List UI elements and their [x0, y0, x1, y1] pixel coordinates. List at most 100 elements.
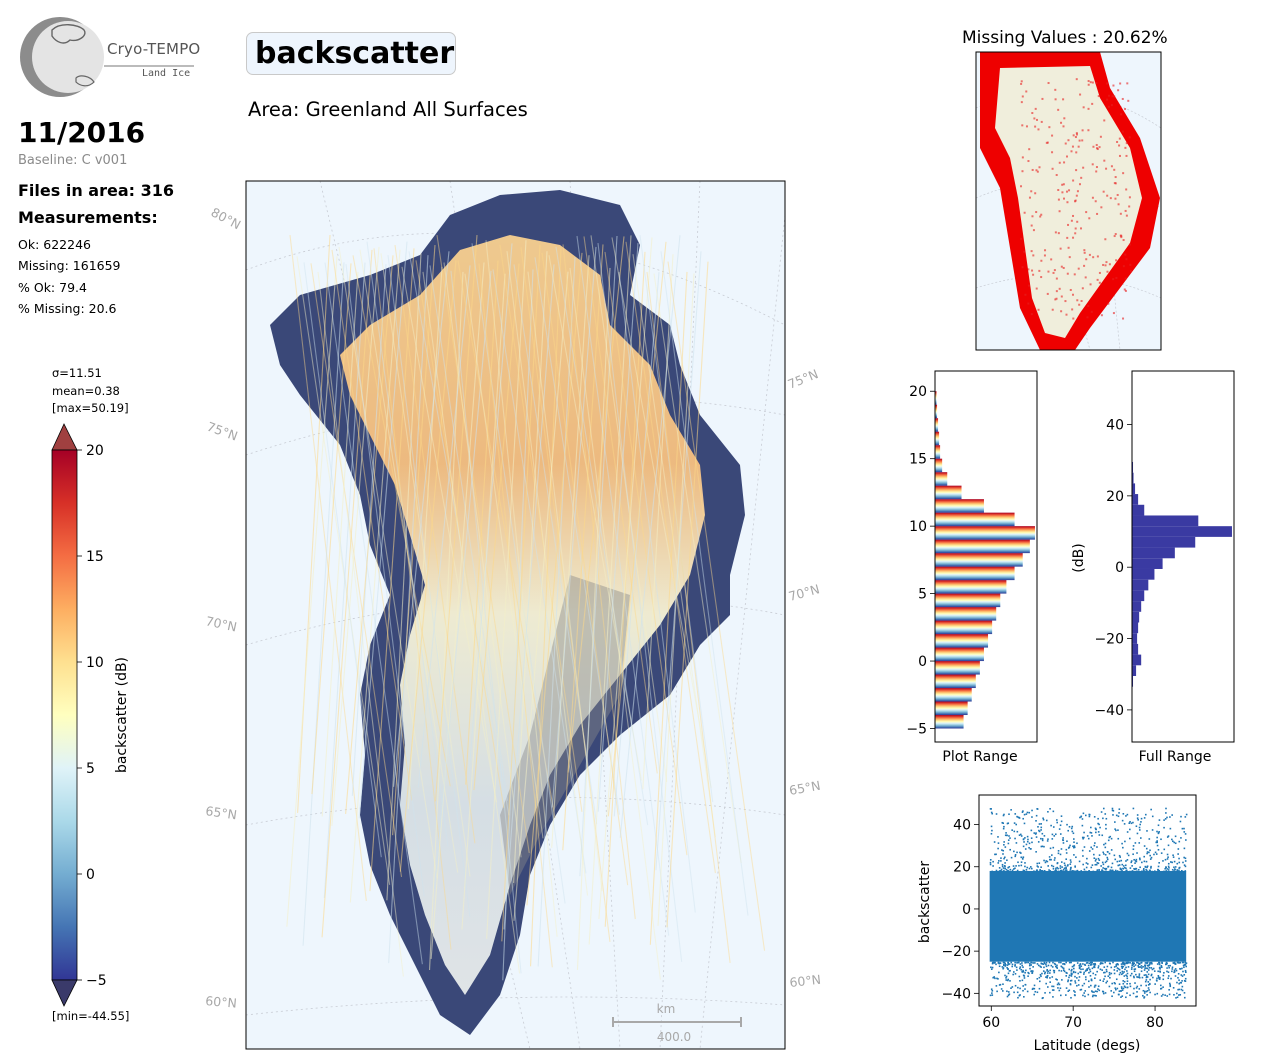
scatter-point [998, 860, 1000, 862]
scatter-point [1148, 963, 1151, 966]
scatter-point [1132, 848, 1135, 851]
scatter-point [1086, 961, 1089, 964]
scatter-point [1146, 851, 1149, 853]
scatter-point [1039, 980, 1041, 983]
scatter-point [1123, 985, 1126, 988]
missing-speckle [1038, 269, 1041, 272]
missing-speckle [1117, 89, 1120, 92]
missing-speckle [1020, 101, 1023, 104]
lat-label-75n-left: 75°N [205, 419, 240, 444]
scatter-point [1053, 962, 1056, 965]
scatter-point [1090, 832, 1093, 834]
scatter-point [1062, 963, 1064, 965]
scatter-point [1070, 975, 1073, 977]
scatter-point [1011, 963, 1014, 966]
scatter-point [996, 977, 998, 980]
scatter-point [1098, 823, 1100, 826]
missing-speckle [1112, 278, 1115, 281]
satellite-track [415, 260, 505, 808]
missing-speckle [1075, 151, 1078, 154]
missing-speckle [1023, 211, 1026, 214]
scatter-point [1098, 834, 1101, 836]
missing-speckle [1021, 124, 1024, 127]
scatter-point [1162, 974, 1165, 977]
scatter-point [1111, 809, 1114, 812]
missing-speckle [1055, 277, 1058, 280]
missing-speckle [1118, 137, 1121, 140]
scatter-point [1143, 969, 1146, 971]
missing-speckle [1066, 236, 1069, 239]
missing-speckle [1062, 98, 1065, 101]
full-range-xlabel: Full Range [1139, 749, 1212, 765]
scatter-point [1020, 852, 1022, 854]
scatter-point [1088, 815, 1091, 818]
scatter-point [1004, 867, 1007, 870]
satellite-track [303, 262, 382, 858]
scatter-point [1040, 826, 1043, 829]
scatter-point [1181, 975, 1184, 977]
missing-speckle [1124, 146, 1127, 149]
missing-speckle [1076, 190, 1079, 193]
scatter-point [1051, 966, 1054, 968]
scatter-point [1172, 854, 1174, 857]
scatter-point [1129, 974, 1132, 977]
scatter-point [1058, 989, 1061, 992]
scatter-point [1132, 807, 1135, 810]
scatter-point [1038, 862, 1041, 864]
period-label: 11/2016 [18, 116, 146, 149]
missing-speckle [1087, 83, 1090, 86]
scatter-point [1003, 844, 1005, 846]
scatter-point [1141, 861, 1143, 864]
scatter-point [1156, 977, 1158, 980]
scatter-point [1055, 978, 1057, 981]
scatter-point [1180, 815, 1182, 818]
scatter-point [1074, 982, 1077, 984]
scatter-point [1014, 837, 1016, 840]
scatter-point [992, 865, 994, 867]
scatter-point [1044, 992, 1046, 994]
scatter-point [1144, 962, 1147, 964]
scatter-point [1157, 824, 1160, 827]
scatter-point [1084, 814, 1087, 817]
scatter-point [1167, 862, 1170, 865]
scatter-point [1079, 816, 1081, 819]
scatter-point [1094, 963, 1097, 966]
scatter-point [1080, 870, 1083, 872]
histogram-bar [935, 580, 1007, 594]
scatter-point [1010, 870, 1012, 873]
scatter-point [1081, 824, 1084, 827]
scatter-point [1066, 972, 1068, 974]
scatter-point [1024, 983, 1027, 986]
scatter-point [1153, 970, 1156, 972]
scatter-point [1098, 854, 1101, 856]
scatter-point [1123, 971, 1125, 973]
scatter-point [1019, 963, 1022, 965]
histogram-bar [935, 499, 984, 513]
scatter-point [1031, 816, 1033, 818]
scatter-point [1108, 985, 1111, 988]
satellite-track [655, 251, 702, 871]
scatter-point [1054, 857, 1056, 859]
scatter-point [1004, 862, 1006, 864]
scatter-point [1177, 988, 1179, 991]
scatter-point [1082, 963, 1084, 965]
missing-speckle [1044, 249, 1047, 252]
scatter-y-tick-label: 20 [953, 860, 971, 876]
scatter-point [1140, 821, 1142, 823]
scatter-point [1122, 965, 1125, 968]
scatter-point [1095, 858, 1097, 861]
satellite-track [417, 265, 471, 788]
scatter-point [1018, 961, 1020, 964]
colorbar: σ=11.51 mean=0.38 [max=50.19] 20151050−5… [51, 366, 130, 1023]
scatter-point [1073, 967, 1075, 970]
histogram-tick-label: 5 [918, 587, 927, 603]
missing-speckle [1092, 145, 1095, 148]
scatter-point [1069, 979, 1072, 982]
scatter-point [1007, 972, 1010, 975]
scatter-point [1073, 990, 1075, 992]
scatter-point [1003, 813, 1005, 816]
scatter-point [1123, 962, 1126, 965]
scatter-point [1050, 964, 1053, 967]
histogram-tick-label: 15 [909, 452, 927, 468]
scatter-point [1022, 845, 1025, 848]
